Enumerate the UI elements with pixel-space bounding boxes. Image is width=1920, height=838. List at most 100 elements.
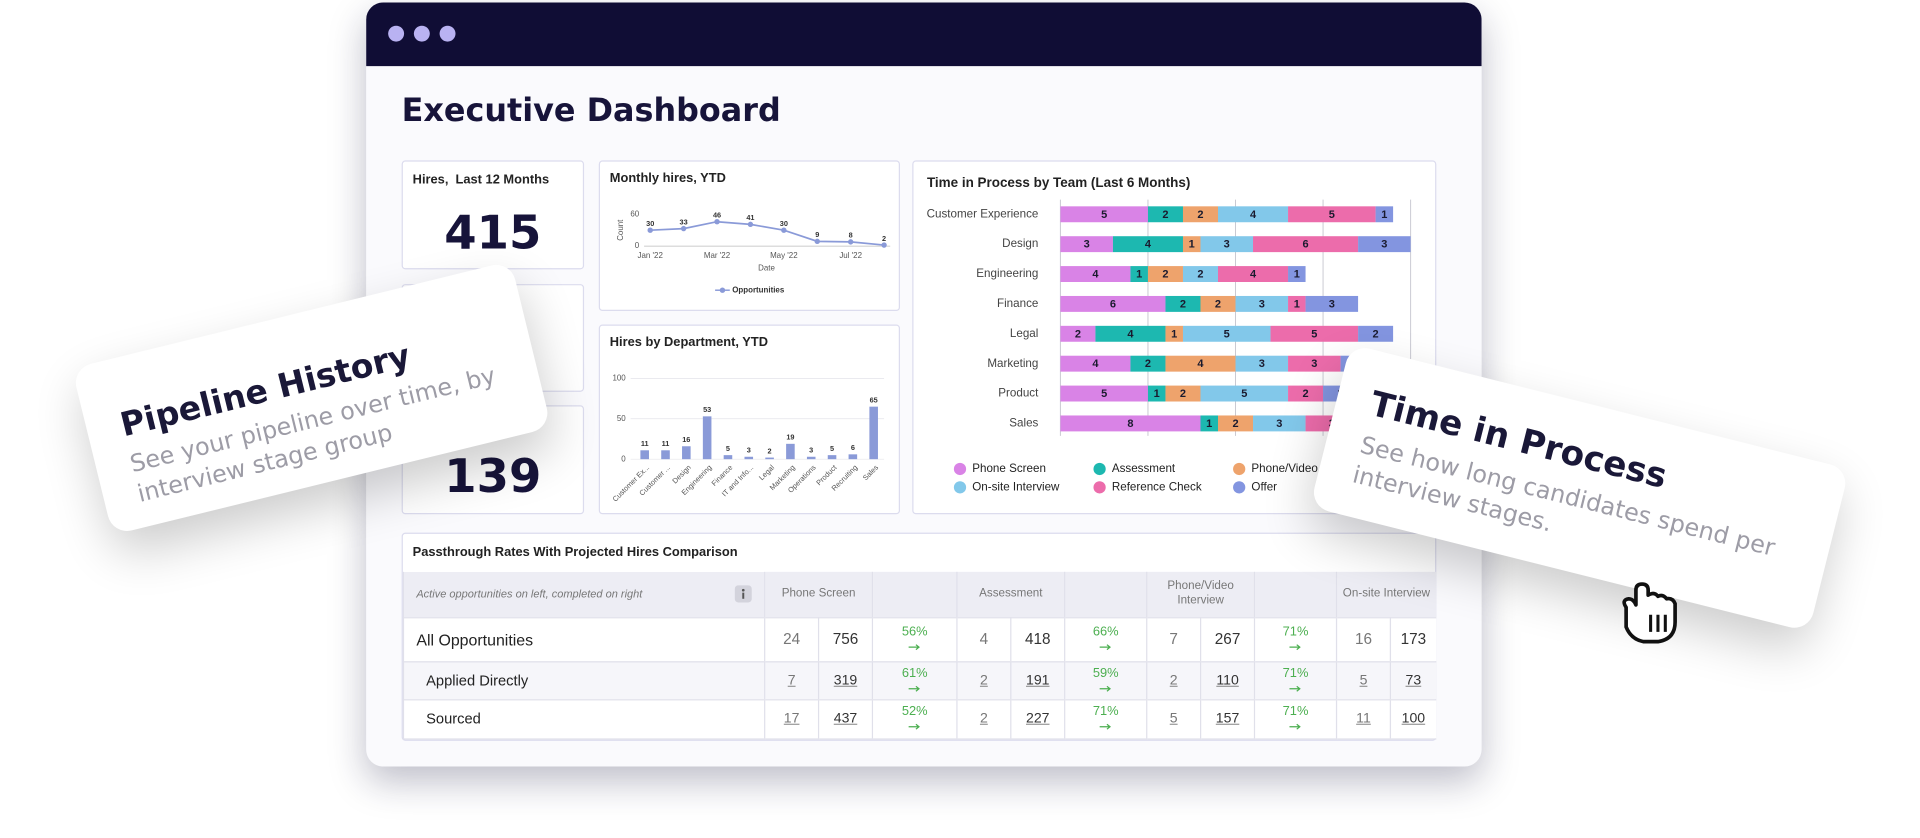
- count-cell: 173: [1389, 617, 1436, 662]
- x-tick-label: Jul '22: [839, 251, 862, 260]
- segment-label: 6: [1110, 298, 1116, 310]
- legend-label: Opportunities: [732, 285, 785, 294]
- trend-arrow: [1289, 685, 1301, 692]
- bar-segment: [1165, 355, 1236, 372]
- rate-cell: 66%: [1064, 617, 1147, 662]
- value-label: 41: [746, 213, 754, 222]
- value-label: 30: [780, 219, 788, 228]
- kpi-label: Hires, Last 12 Months: [412, 172, 550, 188]
- segment-label: 5: [1101, 209, 1107, 221]
- rate-cell: 61%: [871, 661, 957, 700]
- x-tick-label: Mar '22: [704, 251, 731, 260]
- chart-card: [598, 160, 901, 312]
- value-label: 11: [641, 439, 649, 448]
- count-cell: 437: [817, 699, 873, 739]
- count-cell: 319: [817, 661, 873, 700]
- bar-segment: [1235, 355, 1289, 372]
- segment-label: 3: [1329, 298, 1335, 310]
- y-tick-label: 0: [621, 454, 626, 463]
- segment-label: 8: [1127, 418, 1133, 430]
- value-label: 65: [870, 395, 878, 404]
- segment-label: 2: [1373, 328, 1379, 340]
- value-label: 11: [662, 439, 670, 448]
- segment-label: 2: [1075, 328, 1081, 340]
- bar: [786, 443, 795, 460]
- window-dot: [413, 25, 430, 42]
- arrow-path: [908, 723, 920, 730]
- passthrough-table: Active opportunities on left, completed …: [402, 571, 1436, 739]
- count-cell: 24: [764, 617, 819, 662]
- arrow-path: [1099, 723, 1111, 730]
- count-cell: 100: [1389, 699, 1436, 739]
- trend-arrow: [1099, 723, 1111, 730]
- stage-header: Assessment: [956, 571, 1065, 618]
- rate: 52%: [901, 704, 928, 719]
- count-cell: 2: [956, 699, 1011, 739]
- arrow-path: [908, 685, 920, 692]
- y-axis-label: Count: [616, 219, 625, 241]
- bar-segment: [1182, 206, 1219, 223]
- y-tick-label: 60: [630, 209, 639, 218]
- arrow-path: [1289, 685, 1301, 692]
- value-label: 33: [680, 217, 688, 226]
- legend-label: On-site Interview: [972, 480, 1060, 493]
- bar-segment: [1130, 266, 1148, 283]
- info-icon[interactable]: [734, 585, 752, 603]
- chart-title: Hires by Department, YTD: [610, 334, 768, 349]
- x-tick-label: Jan '22: [638, 251, 664, 260]
- trend-arrow: [908, 644, 920, 651]
- y-tick-label: Design: [1002, 237, 1038, 250]
- bar-segment: [1270, 325, 1359, 342]
- segment-label: 3: [1381, 239, 1387, 251]
- value-label: 53: [703, 405, 711, 414]
- line-point: [680, 225, 687, 232]
- segment-label: 1: [1294, 298, 1300, 310]
- value-label: 46: [713, 211, 721, 220]
- segment-label: 3: [1259, 358, 1265, 370]
- count-cell: 4: [956, 617, 1011, 662]
- segment-label: 5: [1329, 209, 1335, 221]
- segment-label: 4: [1250, 269, 1257, 281]
- rate-cell: 71%: [1253, 661, 1337, 700]
- value-label: 8: [849, 231, 853, 240]
- window-dot: [388, 25, 405, 42]
- bar-segment: [1060, 206, 1148, 223]
- bar-segment: [1060, 355, 1131, 372]
- table-note: Active opportunities on left, completed …: [402, 571, 765, 618]
- y-tick-label: 0: [635, 241, 640, 250]
- table-row: All Opportunities 24 756 56% 4 418 66% 7 267 71% 1…: [402, 617, 1436, 662]
- kpi-value: 415: [444, 205, 542, 260]
- arrow-path: [908, 644, 920, 651]
- table-card: Passthrough Rates With Projected Hires C…: [401, 532, 1437, 741]
- legend-label: Assessment: [1112, 462, 1176, 475]
- bar-segment: [1147, 266, 1183, 283]
- value-label: 19: [786, 433, 794, 442]
- bar: [682, 446, 691, 460]
- value-label: 5: [726, 444, 730, 453]
- line-point: [847, 239, 854, 245]
- rate: 71%: [1282, 704, 1309, 719]
- count-cell: 227: [1010, 699, 1065, 739]
- y-tick-label: Customer Experience: [927, 207, 1039, 220]
- header-cell: [1064, 571, 1147, 618]
- bar-segment: [1165, 325, 1183, 342]
- trend-arrow: [908, 685, 920, 692]
- arrow-path: [1099, 644, 1111, 651]
- header-row: Active opportunities on left, completed …: [402, 571, 1436, 618]
- segment-label: 4: [1127, 328, 1134, 340]
- x-axis-label: Date: [758, 263, 775, 272]
- segment-label: 1: [1294, 269, 1300, 281]
- segment-label: 1: [1381, 209, 1387, 221]
- segment-label: 3: [1276, 418, 1282, 430]
- table-row: Applied Directly 7 319 61% 2 191 59% 2 110 71% 5 73: [402, 661, 1436, 700]
- bar-segment: [1165, 385, 1201, 402]
- count-cell: 157: [1200, 699, 1255, 739]
- kpi-card: Hires, Last 12 Months 415: [401, 160, 585, 270]
- table-row: Sourced 17 437 52% 2 227 71% 5 157 71% 11 100: [402, 699, 1436, 739]
- chart-title: Monthly hires, YTD: [610, 170, 726, 185]
- count-cell: 7: [764, 661, 819, 700]
- segment-label: 1: [1171, 328, 1177, 340]
- count-cell: 418: [1010, 617, 1065, 662]
